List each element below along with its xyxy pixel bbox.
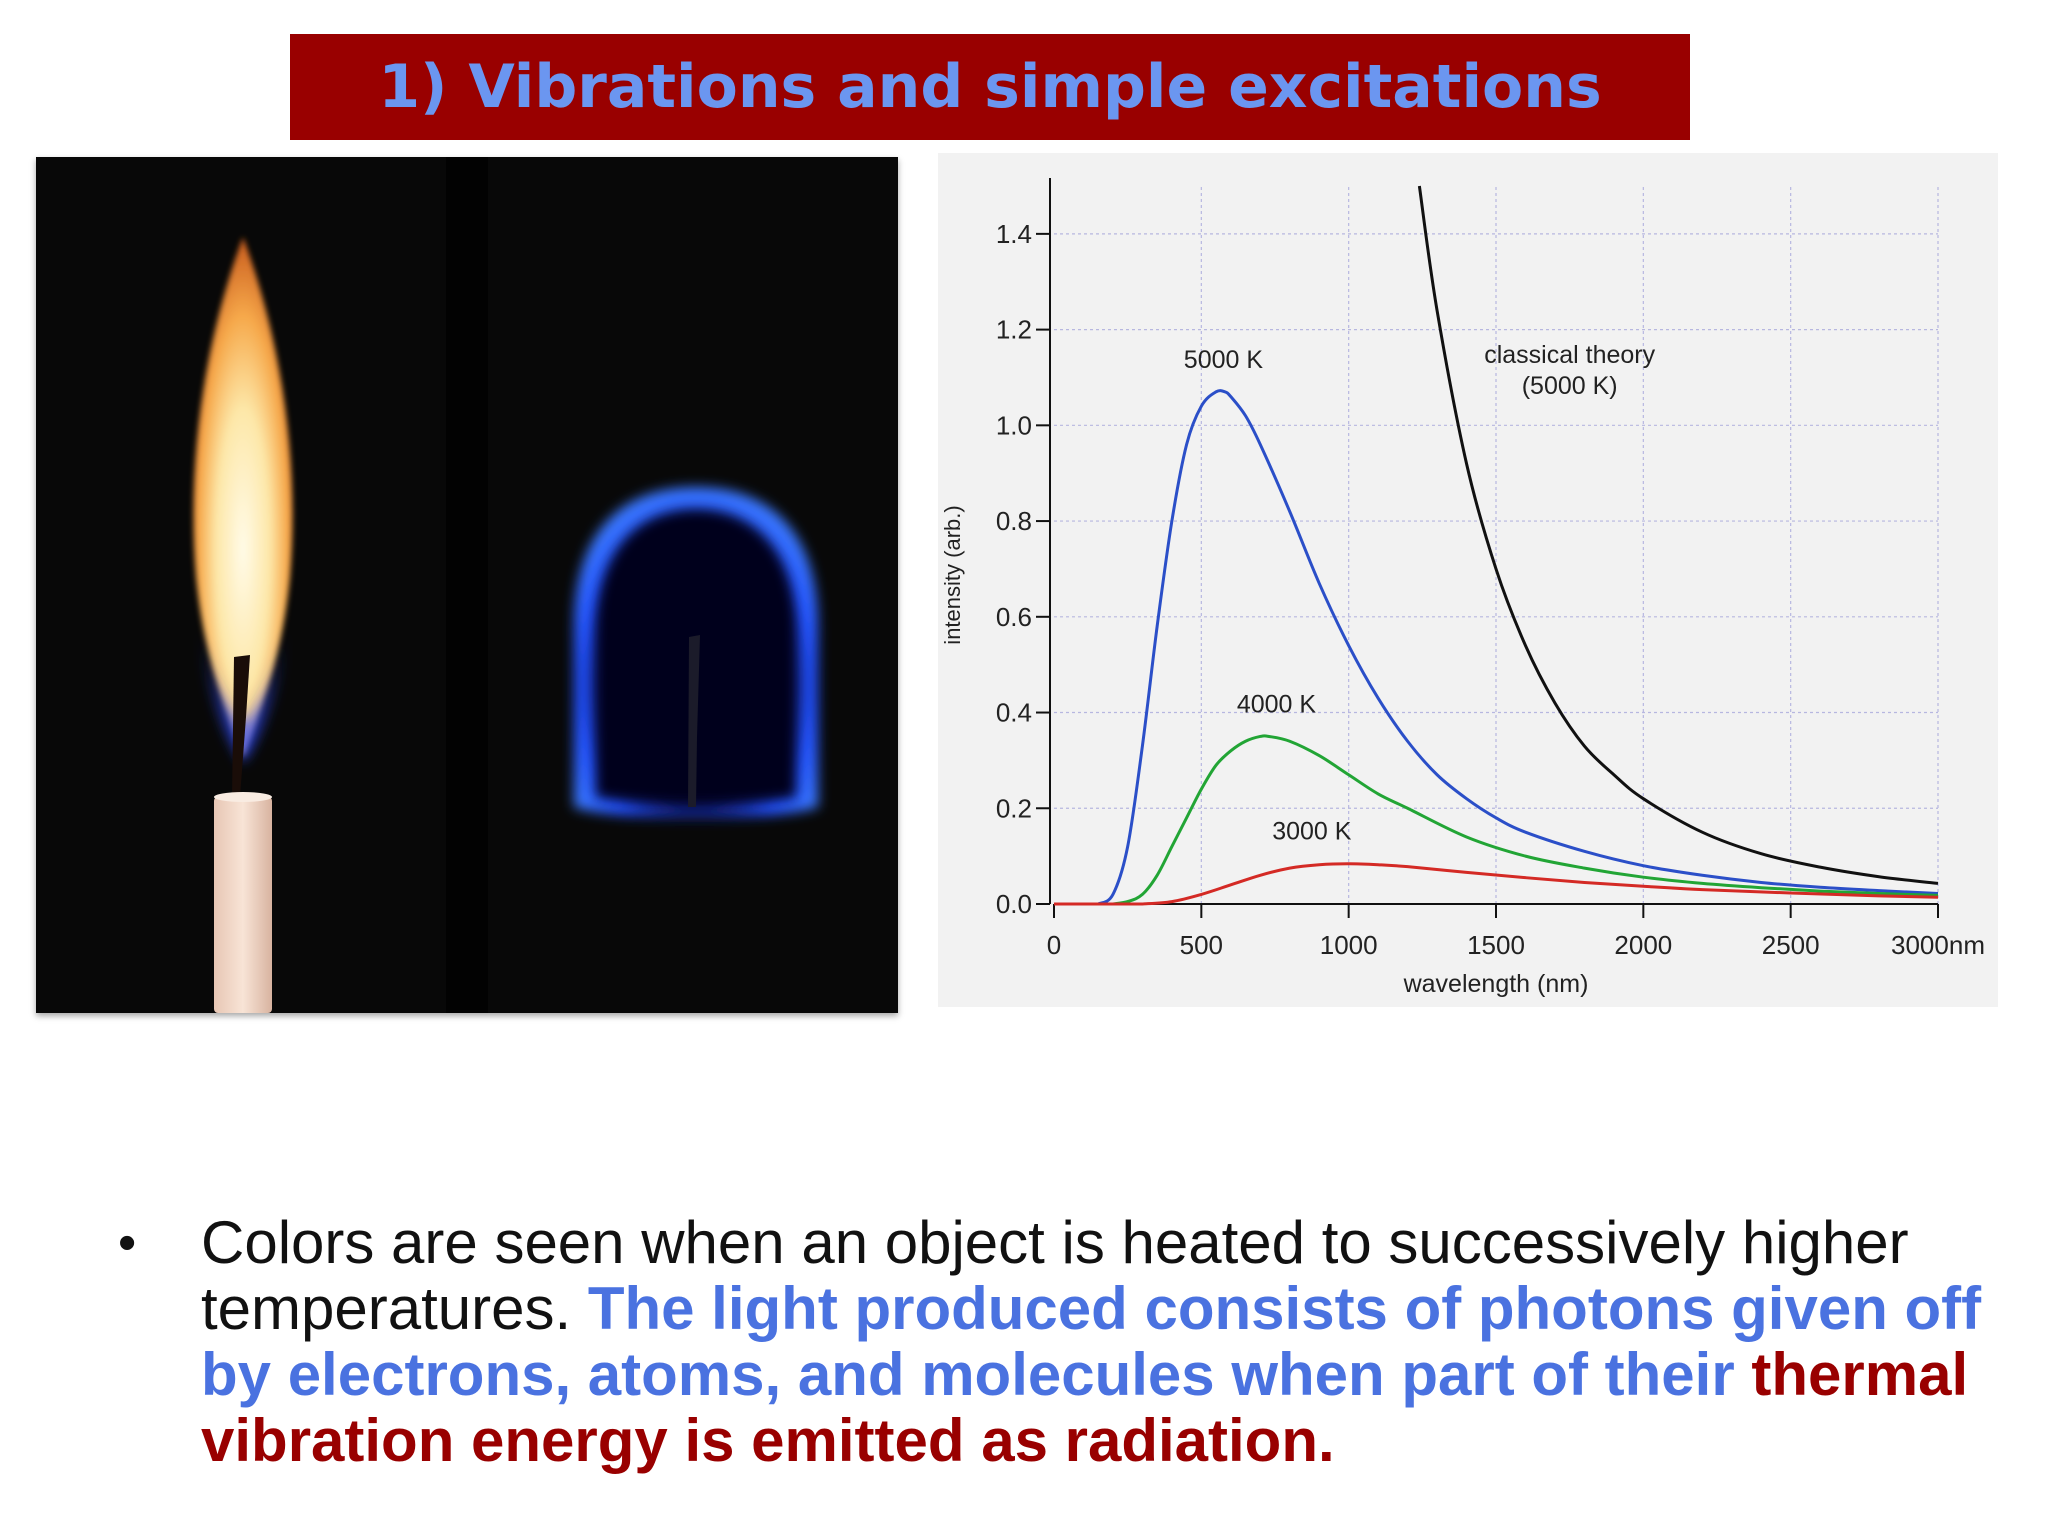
series-line-2 xyxy=(1054,734,1939,906)
title-banner: 1) Vibrations and simple excitations xyxy=(290,34,1690,140)
bullet-text-plain: Colors are seen when an object is heated… xyxy=(201,1209,1909,1342)
x-tick-label: 1000 xyxy=(1320,930,1378,960)
axes-layer xyxy=(1036,178,1939,918)
series-annotation: (5000 K) xyxy=(1522,372,1618,400)
y-tick-label: 1.2 xyxy=(996,315,1032,345)
y-tick-label: 0.6 xyxy=(996,602,1032,632)
x-tick-label: 2500 xyxy=(1762,930,1820,960)
series-annotation: 4000 K xyxy=(1237,691,1317,719)
candle-flames-photo xyxy=(36,157,898,1013)
label-layer: 0 500 1000 1500 2000 2500 3000nm 0.0 0.2 0.4 0.6 0.… xyxy=(940,219,1985,998)
y-tick-label: 0.8 xyxy=(996,506,1032,536)
series-annotation: 5000 K xyxy=(1184,346,1264,374)
series-line-1 xyxy=(1054,389,1939,906)
x-tick-label: 500 xyxy=(1180,930,1223,960)
x-tick-label: 2000 xyxy=(1614,930,1672,960)
bullet-text-red: thermal vibration energy is emitted as r… xyxy=(201,1341,1969,1474)
y-axis-label: intensity (arb.) xyxy=(940,505,965,644)
slide-title: 1) Vibrations and simple excitations xyxy=(378,52,1602,122)
series-line-4 xyxy=(1417,185,1939,885)
y-tick-label: 0.2 xyxy=(996,793,1032,823)
candle-flame-right xyxy=(574,487,818,819)
x-tick-label: 3000nm xyxy=(1891,930,1985,960)
series-annotation: 3000 K xyxy=(1272,817,1352,845)
blackbody-chart-svg: 0 500 1000 1500 2000 2500 3000nm 0.0 0.2 0.4 0.6 0.… xyxy=(940,178,1985,998)
series-annotation: classical theory xyxy=(1484,341,1655,369)
series-layer xyxy=(1054,185,1939,906)
grid-layer xyxy=(1054,186,1939,904)
bullet-text-period: . xyxy=(1317,1407,1335,1474)
x-axis-label: wavelength (nm) xyxy=(1403,970,1589,998)
y-tick-label: 0.0 xyxy=(996,889,1032,919)
y-tick-label: 1.0 xyxy=(996,410,1032,440)
candle-flame-left xyxy=(193,237,293,1013)
bullet-text-blue: The light produced consists of photons g… xyxy=(201,1275,1982,1408)
x-tick-label: 1500 xyxy=(1467,930,1525,960)
series-line-3 xyxy=(1054,862,1939,906)
x-tick-label: 0 xyxy=(1047,930,1061,960)
blackbody-chart: 0 500 1000 1500 2000 2500 3000nm 0.0 0.2 0.4 0.6 0.… xyxy=(938,153,1998,1007)
y-tick-label: 0.4 xyxy=(996,698,1032,728)
bullet-icon: • xyxy=(118,1214,137,1272)
y-tick-label: 1.4 xyxy=(996,219,1032,249)
bullet-text: Colors are seen when an object is heated… xyxy=(201,1210,1991,1474)
